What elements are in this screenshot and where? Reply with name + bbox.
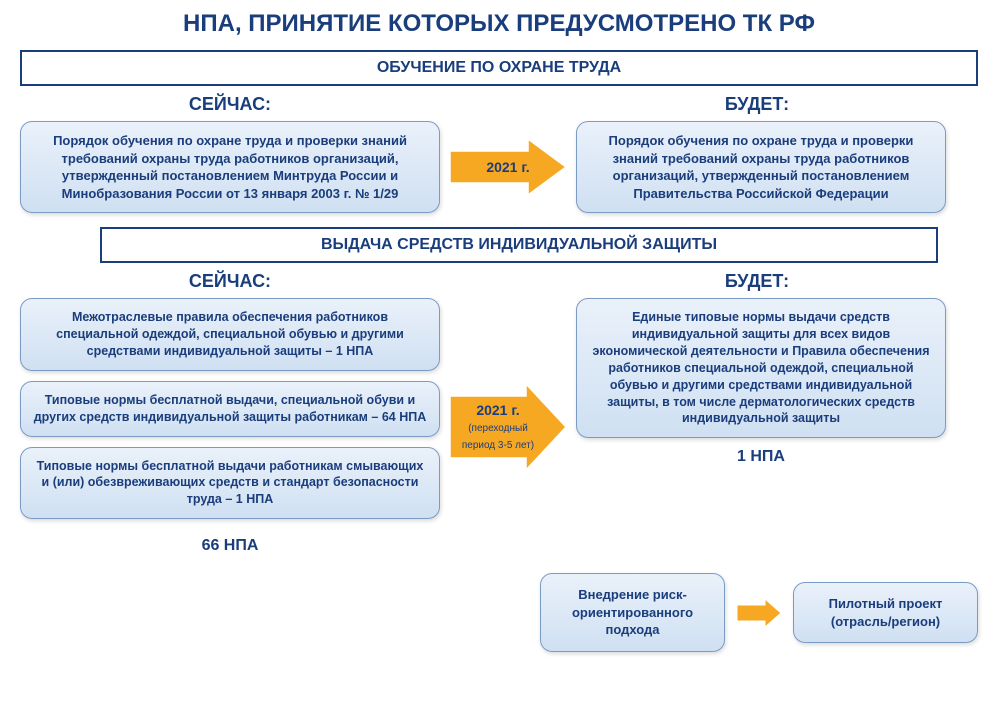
section2-col-heads: СЕЙЧАС: БУДЕТ: xyxy=(20,271,978,298)
section2-left-box-0: Межотраслевые правила обеспечения работн… xyxy=(20,298,440,371)
section2-arrow-label: 2021 г. (переходный период 3-5 лет) xyxy=(458,402,538,451)
bottom-box-2: Пилотный проект (отрасль/регион) xyxy=(793,582,978,643)
section2-left-box-1: Типовые нормы бесплатной выдачи, специал… xyxy=(20,381,440,437)
section2-header: ВЫДАЧА СРЕДСТВ ИНДИВИДУАЛЬНОЙ ЗАЩИТЫ xyxy=(100,227,938,263)
section2-right-box: Единые типовые нормы выдачи средств инди… xyxy=(576,298,946,438)
section1-col-heads: СЕЙЧАС: БУДЕТ: xyxy=(20,94,978,121)
section1-arrow: 2021 г. xyxy=(448,137,568,197)
section1-flow: Порядок обучения по охране труда и прове… xyxy=(20,121,978,213)
section1-header: ОБУЧЕНИЕ ПО ОХРАНЕ ТРУДА xyxy=(20,50,978,86)
section2-arrow: 2021 г. (переходный период 3-5 лет) xyxy=(448,382,568,472)
bottom-box-1: Внедрение риск-ориентированного подхода xyxy=(540,573,725,652)
section1-left-box: Порядок обучения по охране труда и прове… xyxy=(20,121,440,213)
bottom-flow: Внедрение риск-ориентированного подхода … xyxy=(540,573,978,652)
section1-left-label: СЕЙЧАС: xyxy=(20,94,440,115)
page-title: НПА, ПРИНЯТИЕ КОТОРЫХ ПРЕДУСМОТРЕНО ТК Р… xyxy=(20,10,978,38)
section2-right-label: БУДЕТ: xyxy=(572,271,942,292)
section2-arrow-sublabel: (переходный период 3-5 лет) xyxy=(462,423,534,451)
section1-arrow-label: 2021 г. xyxy=(486,159,529,175)
section2-arrow-year: 2021 г. xyxy=(476,402,519,418)
section2-left-count: 66 НПА xyxy=(20,537,440,555)
section1-right-label: БУДЕТ: xyxy=(572,94,942,115)
section1-right-box: Порядок обучения по охране труда и прове… xyxy=(576,121,946,213)
arrow-icon xyxy=(735,597,783,629)
section2-left-box-2: Типовые нормы бесплатной выдачи работник… xyxy=(20,447,440,520)
section2-left-label: СЕЙЧАС: xyxy=(20,271,440,292)
bottom-arrow xyxy=(735,597,783,629)
section2-right-count: 1 НПА xyxy=(737,448,785,466)
section2-flow: Межотраслевые правила обеспечения работн… xyxy=(20,298,978,555)
